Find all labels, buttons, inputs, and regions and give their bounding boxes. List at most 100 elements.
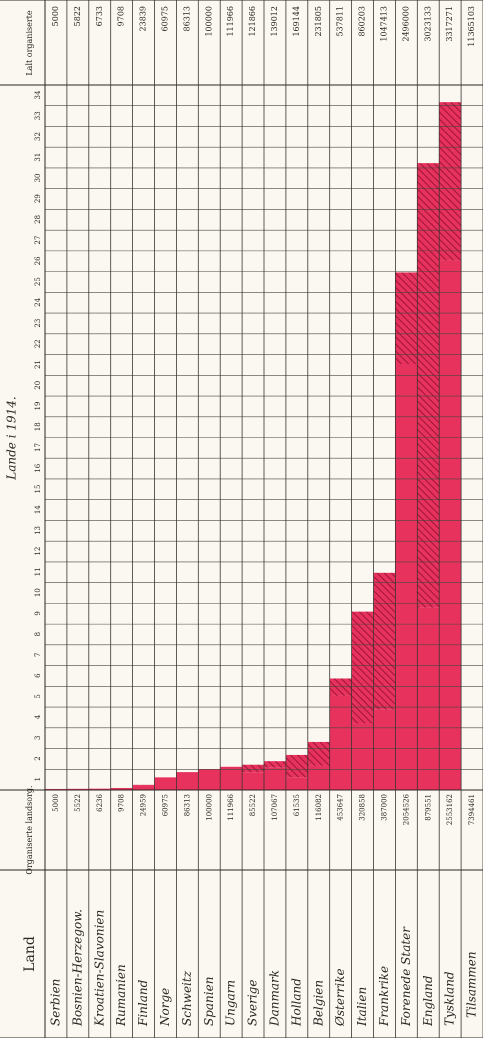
total-org: 7394461 bbox=[468, 794, 476, 825]
bar-solid bbox=[439, 260, 462, 790]
bar-hatched bbox=[351, 611, 374, 724]
total-org-value: 5000 bbox=[51, 6, 60, 26]
total-org-header: Lalt organiserte bbox=[25, 10, 34, 76]
total-org-value: 3317271 bbox=[445, 6, 454, 42]
total-org-value: 860203 bbox=[358, 6, 367, 37]
x-tick-label: 14 bbox=[34, 505, 42, 514]
total-org-value: 6733 bbox=[95, 6, 104, 26]
country-label: Forenede Stater bbox=[399, 926, 413, 1027]
total-org-value: 111966 bbox=[226, 6, 235, 37]
total-org-value: 9708 bbox=[117, 6, 126, 26]
x-tick-label: 2 bbox=[34, 756, 42, 760]
bar-solid bbox=[110, 787, 133, 790]
bar-hatched bbox=[329, 678, 352, 696]
x-tick-label: 29 bbox=[34, 194, 42, 203]
country-label: Serbien bbox=[48, 979, 62, 1026]
country-label: Ungarn bbox=[224, 980, 238, 1026]
country-label: Spanien bbox=[202, 977, 216, 1026]
bar-solid bbox=[307, 765, 330, 790]
total-label: Tilsammen bbox=[465, 951, 479, 1018]
total-all: 11365103 bbox=[467, 6, 476, 47]
country-label: England bbox=[421, 975, 435, 1027]
bar-solid bbox=[264, 767, 286, 790]
total-org-value: 100000 bbox=[204, 6, 213, 37]
x-tick-label: 11 bbox=[34, 567, 42, 576]
org-value: 24959 bbox=[140, 794, 148, 816]
x-tick-label: 27 bbox=[34, 236, 42, 245]
org-value: 879551 bbox=[424, 794, 432, 821]
bar-solid bbox=[417, 607, 440, 790]
land-header: Land bbox=[22, 936, 38, 972]
org-value: 107067 bbox=[271, 794, 279, 821]
bar-hatched bbox=[439, 102, 462, 261]
x-tick-label: 5 bbox=[34, 694, 42, 698]
bar-hatched bbox=[307, 741, 330, 766]
x-tick-label: 18 bbox=[34, 422, 42, 431]
x-tick-label: 33 bbox=[34, 111, 42, 120]
x-tick-label: 25 bbox=[34, 277, 42, 286]
org-value: 111966 bbox=[227, 793, 235, 820]
country-label: Schweitz bbox=[180, 970, 194, 1026]
x-tick-label: 30 bbox=[34, 173, 42, 182]
country-label: Rumanien bbox=[114, 964, 128, 1027]
total-org-value: 2496000 bbox=[401, 6, 410, 42]
org-value: 6236 bbox=[96, 793, 104, 811]
country-label: Kroatien-Slavonien bbox=[92, 910, 106, 1027]
bar-solid bbox=[176, 772, 199, 790]
country-label: Finland bbox=[136, 979, 150, 1027]
x-tick-label: 16 bbox=[34, 463, 42, 472]
org-value: 2553162 bbox=[446, 794, 454, 825]
country-label: Danmark bbox=[267, 970, 281, 1027]
total-org-value: 121866 bbox=[248, 6, 257, 37]
x-tick-label: 28 bbox=[34, 215, 42, 224]
bar-solid bbox=[351, 723, 374, 790]
country-label: Tyskland bbox=[443, 971, 457, 1026]
bar-solid bbox=[132, 785, 155, 790]
org-value: 320858 bbox=[359, 794, 367, 821]
org-value: 100000 bbox=[205, 794, 213, 821]
country-label: Frankrike bbox=[377, 966, 391, 1027]
bar-hatched bbox=[395, 272, 418, 364]
bar-hatched bbox=[285, 754, 308, 778]
org-value: 5000 bbox=[52, 794, 60, 812]
x-tick-label: 31 bbox=[34, 153, 42, 162]
total-org-value: 169144 bbox=[292, 6, 301, 37]
bar-hatched bbox=[264, 761, 286, 768]
bar-hatched bbox=[373, 572, 396, 710]
x-tick-label: 22 bbox=[34, 339, 42, 348]
x-tick-label: 20 bbox=[34, 381, 42, 390]
org-header: Organiserte landsorg. bbox=[25, 785, 34, 874]
x-tick-label: 26 bbox=[34, 256, 42, 265]
x-tick-label: 12 bbox=[34, 547, 42, 556]
x-tick-label: 8 bbox=[34, 632, 42, 636]
x-tick-label: 34 bbox=[34, 90, 42, 99]
x-tick-label: 10 bbox=[34, 588, 42, 597]
x-tick-label: 3 bbox=[34, 736, 42, 740]
total-org-value: 139012 bbox=[270, 6, 279, 37]
bar-solid bbox=[329, 695, 352, 790]
bar-solid bbox=[220, 766, 243, 790]
x-tick-label: 13 bbox=[34, 526, 42, 535]
bar-solid bbox=[285, 777, 308, 790]
org-value: 61535 bbox=[293, 794, 301, 816]
org-value: 86313 bbox=[183, 794, 191, 816]
x-tick-label: 9 bbox=[34, 611, 42, 615]
bar-solid bbox=[154, 777, 177, 790]
bar-solid bbox=[242, 772, 265, 790]
x-tick-label: 6 bbox=[34, 673, 42, 678]
x-tick-label: 7 bbox=[34, 653, 42, 657]
bar-solid bbox=[395, 363, 418, 790]
x-tick-label: 32 bbox=[34, 132, 42, 141]
bar-solid bbox=[373, 709, 396, 790]
total-org-value: 5822 bbox=[73, 6, 82, 26]
org-value: 85522 bbox=[249, 794, 257, 816]
bar-hatched bbox=[417, 163, 440, 608]
country-label: Sverige bbox=[246, 980, 260, 1026]
x-tick-label: 1 bbox=[34, 777, 42, 781]
total-org-value: 537811 bbox=[336, 6, 345, 37]
org-value: 5522 bbox=[74, 794, 82, 812]
total-org-value: 86313 bbox=[182, 6, 191, 31]
org-value: 2054526 bbox=[402, 793, 410, 825]
total-org-value: 1047413 bbox=[379, 6, 388, 42]
